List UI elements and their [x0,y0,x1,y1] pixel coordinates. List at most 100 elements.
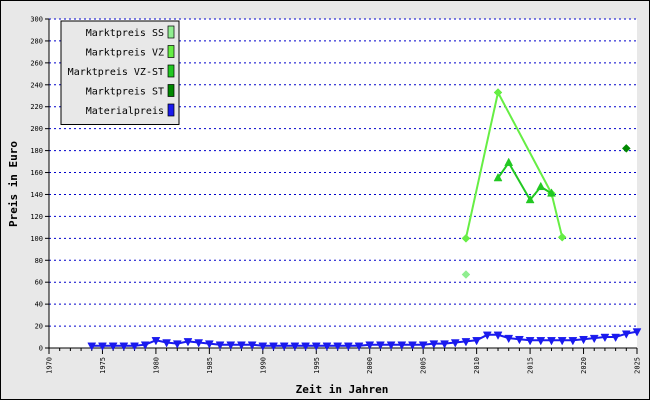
data-point-marker [536,181,546,191]
data-point-marker [525,337,535,346]
data-point-marker [258,342,268,351]
y-tick-label: 80 [35,257,43,265]
data-point-marker [482,331,492,340]
data-point-marker [568,337,578,346]
legend-swatch [167,25,175,39]
data-point-marker [408,341,417,350]
data-point-marker [226,341,236,350]
data-point-marker [269,342,278,351]
x-tick-label: 1990 [259,357,267,374]
data-point-marker [290,342,300,351]
legend-box [60,20,180,125]
data-point-marker [183,338,193,347]
x-tick-label: 2025 [634,357,642,374]
x-tick-label: 2000 [366,357,374,374]
data-point-marker [162,339,172,348]
data-point-marker [311,342,321,351]
x-tick-label: 2020 [580,357,588,374]
series-line [91,330,638,347]
legend-label: Marktpreis SS [86,28,164,39]
data-point-marker [621,144,631,153]
y-tick-label: 300 [30,16,43,24]
axes: 0 20 40 60 80 100 120 140 160 180 200 220 240 260 280 3… [30,16,641,374]
data-point-marker [514,335,524,345]
data-point-marker [247,341,257,350]
y-tick-label: 220 [30,103,43,111]
y-tick-label: 60 [35,279,43,287]
legend-swatch [167,84,175,97]
data-point-marker [493,88,503,97]
x-tick-label: 1970 [46,357,54,374]
series-marktpreis-ss [461,270,471,279]
y-tick-label: 180 [30,147,43,155]
data-point-marker [579,335,588,345]
series-layer [87,88,642,351]
data-point-marker [151,337,161,346]
data-point-marker [547,337,556,346]
data-point-marker [600,333,610,343]
legend-label: Marktpreis VZ [86,48,164,59]
legend-label: Materialpreis [86,106,164,117]
y-tick-label: 160 [30,169,43,177]
data-point-marker [87,342,97,351]
data-point-marker [365,341,375,350]
series-marktpreis-st [621,144,631,153]
data-point-marker [343,342,353,351]
y-tick-label: 20 [35,323,43,331]
data-point-marker [632,328,642,337]
data-point-marker [98,342,107,351]
data-point-marker [450,339,460,348]
data-point-marker [140,341,150,350]
data-point-marker [525,194,535,204]
y-tick-label: 120 [30,213,43,221]
legend-label: Marktpreis VZ-ST [68,67,164,78]
data-point-marker [493,172,503,182]
series-marktpreis-vz-st [493,157,556,204]
legend-swatch [167,64,175,78]
data-point-marker [301,342,310,351]
data-point-marker [429,340,439,349]
data-point-marker [589,334,599,344]
data-point-marker [611,333,621,343]
data-point-marker [461,338,471,347]
data-point-marker [504,334,514,344]
data-point-marker [504,157,514,166]
x-tick-label: 1995 [313,357,321,374]
data-point-marker [322,342,332,351]
data-point-marker [130,342,139,351]
x-tick-label: 2015 [527,357,535,374]
y-tick-label: 260 [30,59,43,67]
x-tick-label: 2010 [473,357,481,374]
data-point-marker [536,337,546,346]
data-point-marker [557,232,567,242]
series-line [464,89,564,239]
data-point-marker [354,342,364,351]
data-point-marker [440,340,449,349]
legend-label: Marktpreis ST [86,87,164,98]
data-point-marker [108,342,118,351]
x-tick-label: 1975 [99,357,107,374]
data-point-marker [493,331,503,340]
data-point-marker [333,342,343,351]
y-axis-title: Preis in Euro [7,141,20,227]
x-tick-label: 1985 [206,357,214,374]
data-point-marker [461,270,471,279]
x-tick-label: 1980 [152,357,160,374]
data-point-marker [215,341,225,350]
data-point-marker [418,341,428,350]
data-point-marker [621,330,631,339]
data-point-marker [204,340,214,349]
series-materialpreis [87,328,642,351]
data-point-marker [119,342,129,351]
data-point-marker [376,341,385,350]
data-point-marker [194,339,204,348]
data-point-marker [237,341,246,350]
legend-swatch [167,103,175,117]
data-point-marker [557,337,567,346]
data-point-marker [472,337,482,346]
x-tick-label: 2005 [420,357,428,374]
x-axis-title: Zeit in Jahren [296,383,389,396]
data-point-marker [397,341,407,350]
